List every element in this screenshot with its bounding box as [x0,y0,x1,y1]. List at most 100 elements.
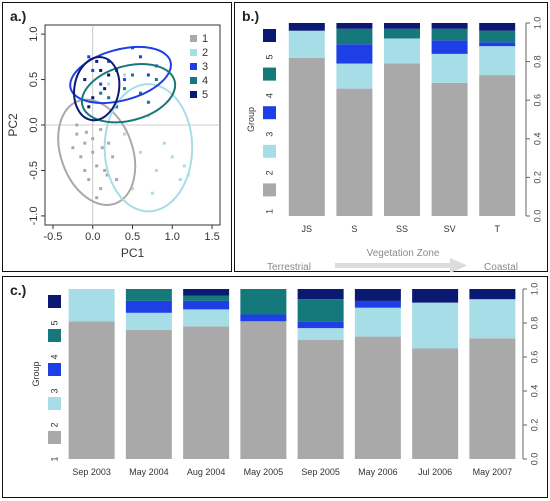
x-tick-label: 1.0 [165,231,180,243]
bar-segment-ss-group-5 [384,23,420,29]
data-point-group-5 [83,78,87,82]
data-point-group-2 [107,82,111,86]
x-tick-label: Aug 2004 [187,467,226,477]
legend-title: Group [31,361,41,386]
data-point-group-2 [162,141,166,145]
gradient-arrow-shaft [335,263,450,268]
y-tick-label: 0.0 [28,117,40,132]
x-tick-label: Sep 2005 [301,467,340,477]
data-point-group-2 [170,155,174,159]
legend-label-group-3: 3 [202,61,208,73]
y-tick-label: 0.6 [533,94,543,107]
legend-swatch-group-5 [190,91,197,98]
bar-segment-ss-group-4 [384,28,420,39]
y-tick-label: 1.0 [533,17,543,30]
data-point-group-4 [115,105,119,109]
y-tick-label: 0.8 [530,317,540,330]
x-axis-label: Vegetation Zone [367,248,440,259]
data-point-group-5 [87,105,91,109]
data-point-group-1 [100,146,104,150]
data-point-group-2 [154,168,158,172]
legend-label-group-1: 1 [202,33,208,45]
x-tick-label: S [351,224,357,234]
legend-swatch-group-2 [48,397,61,410]
legend-swatch-group-3 [48,363,61,376]
bar-segment-s-group-2 [336,63,373,89]
data-point-group-3 [138,55,142,59]
bar-segment-sv-group-4 [431,28,468,41]
panel-b-vegetation-zone-chart: b.) JS S SS SV T 0.0 0.2 0.4 0.6 0.8 1.0 5 4 3 2 1 Group… [234,2,548,273]
bar-segment-ss-group-1 [384,63,420,216]
bar-segment-s-group-3 [336,44,373,64]
panel-c-label: c.) [7,281,30,299]
x-tick-label: May 2006 [358,467,398,477]
gradient-label-coastal: Coastal [484,262,518,273]
legend-swatch-group-5 [263,29,276,42]
legend-label-group-2: 2 [50,422,60,427]
bar-segment-s-group-5 [336,23,373,29]
data-point-group-4 [138,91,142,95]
data-point-group-2 [123,73,127,77]
y-tick-label: 0.5 [28,72,40,87]
bar-segment-sep-2005-group-2 [297,328,344,340]
bar-segment-may-2006-group-3 [354,300,401,308]
vegetation-zone-stacked-bar-chart: JS S SS SV T0.00.20.40.60.81.054321GroupVege… [246,17,543,273]
bar-segment-may-2007-group-2 [469,299,516,339]
y-tick-label: 0.8 [533,55,543,68]
data-point-group-2 [123,132,127,136]
y-tick-label: 1.0 [530,283,540,296]
data-point-group-2 [131,187,134,191]
data-point-group-5 [103,87,107,91]
data-point-group-5 [91,96,95,100]
bar-segment-may-2005-group-4 [240,289,287,315]
bar-segment-sep-2005-group-3 [297,321,344,329]
x-tick-label: SS [396,224,408,234]
data-point-group-4 [123,87,127,91]
bar-segment-s-group-1 [336,88,373,216]
data-point-group-3 [87,55,91,59]
data-point-group-3 [107,59,111,63]
data-point-group-1 [105,173,109,177]
legend-swatch-group-5 [48,295,61,308]
bar-segment-t-group-4 [479,30,516,43]
bar-segment-sv-group-5 [431,23,468,29]
y-tick-label: -0.5 [28,161,40,180]
data-point-group-1 [95,196,99,200]
y-tick-label: 0.0 [533,210,543,223]
data-point-group-5 [95,59,99,63]
data-point-group-1 [91,137,95,141]
pca-scatter-chart: -0.5 0.0 0.5 1.0 1.5-1.0-0.50.00.51.0PC1PC21… [6,24,221,260]
data-point-group-5 [107,73,111,77]
bar-segment-sep-2005-group-1 [297,340,344,459]
bar-segment-js-group-2 [288,30,325,58]
bar-segment-may-2004-group-2 [125,312,172,330]
legend-swatch-group-1 [48,431,61,444]
y-tick-label: 0.2 [533,171,543,184]
legend-label-group-4: 4 [50,354,60,359]
ellipse-group-4 [80,63,177,124]
bar-segment-may-2006-group-2 [354,307,401,337]
data-point-group-2 [178,178,182,182]
y-tick-label: 1.0 [28,26,40,41]
bar-segment-aug-2004-group-2 [183,309,230,327]
data-point-group-5 [99,68,103,72]
bar-segment-sv-group-1 [431,82,468,216]
data-point-group-1 [84,130,88,134]
legend-label-group-2: 2 [265,170,275,175]
ellipse-group-2 [103,83,194,213]
data-point-group-1 [95,164,99,168]
data-point-group-1 [75,132,79,136]
data-point-group-1 [87,178,91,182]
data-point-group-1 [83,168,87,172]
data-point-group-3 [99,82,103,86]
legend-label-group-5: 5 [202,89,208,101]
legend-swatch-group-1 [263,183,276,197]
data-point-group-4 [154,78,158,82]
x-tick-label: Sep 2003 [72,467,111,477]
x-tick-label: JS [302,224,313,234]
legend-swatch-group-2 [190,49,197,56]
panel-a-pca-scatter: a.) -0.5 0.0 0.5 1.0 1.5 -1.0 -0.5 0.0 0.5 1.0 PC1… [2,2,232,272]
bar-segment-sep-2005-group-5 [297,289,344,300]
data-point-group-4 [131,73,134,77]
bar-segment-jul-2006-group-1 [412,348,459,459]
